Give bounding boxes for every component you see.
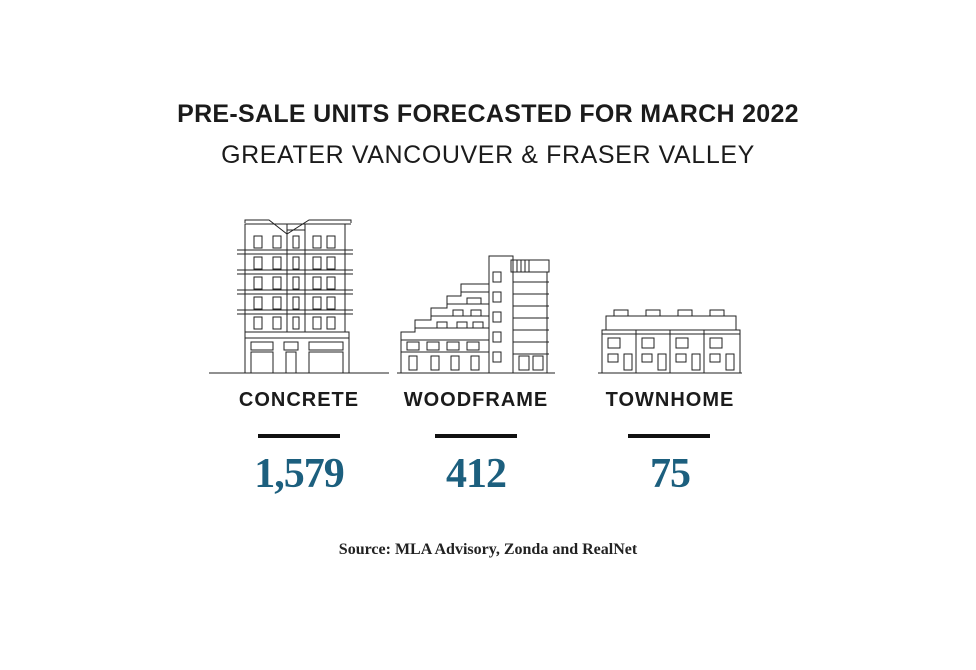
category-label-woodframe: WOODFRAME	[403, 389, 549, 411]
chart-subtitle: GREATER VANCOUVER & FRASER VALLEY	[221, 141, 755, 169]
value-townhome: 75	[650, 451, 691, 497]
woodframe-building-icon	[397, 255, 555, 374]
divider-rule	[628, 434, 710, 438]
chart-title: PRE-SALE UNITS FORECASTED FOR MARCH 2022	[177, 100, 799, 128]
source-note: Source: MLA Advisory, Zonda and RealNet	[338, 541, 638, 558]
category-label-townhome: TOWNHOME	[605, 389, 735, 411]
value-concrete: 1,579	[254, 451, 345, 497]
value-woodframe: 412	[446, 451, 507, 497]
concrete-tower-icon	[209, 219, 389, 374]
concrete-illustration	[209, 212, 389, 377]
woodframe-illustration	[387, 212, 567, 377]
townhome-illustration	[580, 212, 760, 377]
townhome-row-icon	[598, 309, 742, 374]
divider-rule	[258, 434, 340, 438]
category-label-concrete: CONCRETE	[238, 389, 360, 411]
divider-rule	[435, 434, 517, 438]
